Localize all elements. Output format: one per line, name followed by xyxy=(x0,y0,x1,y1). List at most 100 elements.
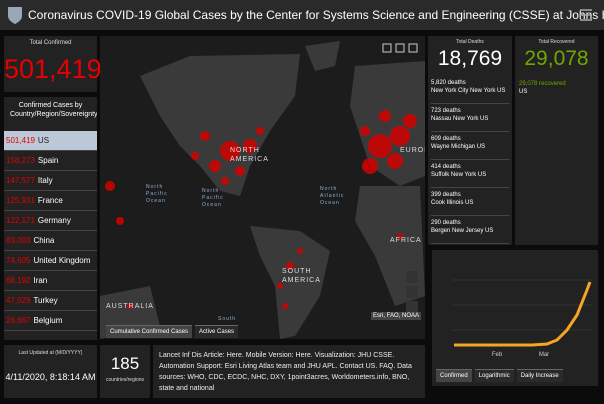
map-controls[interactable] xyxy=(382,43,418,313)
logo xyxy=(8,7,22,24)
confirmed-value: 501,419 xyxy=(4,54,102,84)
death-count: 399 deaths xyxy=(431,192,461,198)
map-tab[interactable]: Cumulative Confirmed Cases xyxy=(106,325,193,338)
trend-panel: Feb Mar Confirmed Logarithmic Daily Increa… xyxy=(432,250,598,386)
country-name: Turkey xyxy=(33,296,58,305)
deaths-list: 5,820 deaths New York City New York US 723… xyxy=(431,76,509,244)
deaths-label: Total Deaths xyxy=(456,39,484,45)
country-row[interactable]: 47,029 Turkey xyxy=(4,291,97,311)
map-tabs: Cumulative Confirmed Cases Active Cases xyxy=(106,325,239,338)
country-panel: Confirmed Cases by Country/Region/Sovere… xyxy=(4,97,97,340)
trend-tab[interactable]: Logarithmic xyxy=(474,369,514,382)
country-count: 68,192 xyxy=(6,276,31,285)
country-row[interactable]: 74,605 United Kingdom xyxy=(4,251,97,271)
country-count: 122,171 xyxy=(6,216,35,225)
country-count: 83,003 xyxy=(6,236,31,245)
map-label: SOUTH AMERICA xyxy=(282,268,321,284)
country-name: France xyxy=(37,196,63,205)
country-row[interactable]: 125,931 France xyxy=(4,191,97,211)
deaths-panel: Total Deaths 18,769 5,820 deaths New York… xyxy=(428,36,512,245)
country-list: 501,419 US 158,273 Spain 147,577 Italy 125,931… xyxy=(4,131,97,331)
trend-tab[interactable]: Confirmed xyxy=(436,369,472,382)
map-label: South xyxy=(218,316,237,322)
death-place: New York City New York US xyxy=(431,88,506,94)
country-name: Iran xyxy=(33,276,48,285)
country-name: China xyxy=(33,236,55,245)
count-panel: 185 countries/regions xyxy=(100,345,150,398)
death-row[interactable]: 609 deaths Wayne Michigan US xyxy=(431,132,509,160)
map-label: North Atlantic Ocean xyxy=(320,186,345,206)
recovered-panel: Total Recovered 29,078 29,078 recovered … xyxy=(515,36,598,245)
trend-x-label: Feb xyxy=(492,352,503,358)
death-count: 5,820 deaths xyxy=(431,80,466,86)
recovered-value: 29,078 xyxy=(524,47,589,70)
count-value: 185 xyxy=(110,354,140,373)
country-count: 26,667 xyxy=(6,316,31,325)
death-row[interactable]: 723 deaths Nassau New York US xyxy=(431,104,509,132)
death-row[interactable]: 414 deaths Suffolk New York US xyxy=(431,160,509,188)
country-row[interactable]: 501,419 US xyxy=(4,131,97,151)
country-row[interactable]: 68,192 Iran xyxy=(4,271,97,291)
map-label: EUROPE xyxy=(400,147,425,154)
country-row[interactable]: 83,003 China xyxy=(4,231,97,251)
sources-text: Lancet Inf Dis Article: Here. Mobile Ver… xyxy=(159,352,412,392)
map xyxy=(100,41,425,339)
death-count: 609 deaths xyxy=(431,136,461,142)
death-row[interactable]: 399 deaths Cook Illinois US xyxy=(431,188,509,216)
trend-line xyxy=(454,281,592,347)
case-circles xyxy=(105,110,417,309)
map-label: AUSTRALIA xyxy=(106,303,154,310)
country-row[interactable]: 26,667 Belgium xyxy=(4,311,97,331)
death-place: Suffolk New York US xyxy=(431,172,487,178)
death-count: 414 deaths xyxy=(431,164,461,170)
country-row[interactable]: 122,171 Germany xyxy=(4,211,97,231)
death-count: 723 deaths xyxy=(431,108,461,114)
updated-label: Last Updated at (M/D/YYYY) xyxy=(18,350,83,356)
death-place: Wayne Michigan US xyxy=(431,144,486,150)
sources-panel: Lancet Inf Dis Article: Here. Mobile Ver… xyxy=(153,345,425,398)
country-count: 158,273 xyxy=(6,156,35,165)
country-count: 74,605 xyxy=(6,256,31,265)
trend-chart: Feb Mar xyxy=(452,279,592,358)
updated-value: 4/11/2020, 8:18:14 AM xyxy=(5,372,96,382)
menu-icon[interactable] xyxy=(580,9,592,21)
trend-x-label: Mar xyxy=(539,352,549,358)
updated-panel: Last Updated at (M/D/YYYY) 4/11/2020, 8:… xyxy=(4,345,97,398)
death-row[interactable]: 290 deaths Bergen New Jersey US xyxy=(431,216,509,244)
recovered-detail: 29,078 recovered xyxy=(519,81,566,87)
country-count: 147,577 xyxy=(6,176,35,185)
trend-tabs: Confirmed Logarithmic Daily Increase xyxy=(436,369,563,382)
country-row[interactable]: 147,577 Italy xyxy=(4,171,97,191)
count-label: countries/regions xyxy=(105,377,145,383)
country-name: Belgium xyxy=(33,316,63,325)
country-row[interactable]: 158,273 Spain xyxy=(4,151,97,171)
map-label: North Pacific Ocean xyxy=(146,184,168,204)
country-name: Germany xyxy=(37,216,71,225)
map-tab[interactable]: Active Cases xyxy=(195,325,239,338)
death-place: Nassau New York US xyxy=(431,116,489,122)
deaths-value: 18,769 xyxy=(437,47,503,70)
death-place: Bergen New Jersey US xyxy=(431,228,494,234)
trend-tab[interactable]: Daily Increase xyxy=(516,369,563,382)
country-count: 125,931 xyxy=(6,196,35,205)
map-credit: Esri, FAO, NOAA xyxy=(370,312,421,320)
country-name: Spain xyxy=(37,156,59,165)
map-label: NORTH AMERICA xyxy=(230,147,269,163)
country-name: US xyxy=(37,136,50,145)
map-panel: NORTH AMERICA SOUTH AMERICA EUROPE AFRICA AU… xyxy=(100,36,425,339)
country-count: 501,419 xyxy=(6,136,35,145)
header: Coronavirus COVID-19 Global Cases by the… xyxy=(0,0,604,30)
death-count: 290 deaths xyxy=(431,220,461,226)
title: Coronavirus COVID-19 Global Cases by the… xyxy=(28,8,604,22)
recovered-label: Total Recovered xyxy=(538,39,575,45)
country-name: Italy xyxy=(37,176,53,185)
country-count: 47,029 xyxy=(6,296,31,305)
map-label: AFRICA xyxy=(390,237,422,244)
death-row[interactable]: 5,820 deaths New York City New York US xyxy=(431,76,509,104)
confirmed-label: Total Confirmed xyxy=(29,40,72,46)
country-name: United Kingdom xyxy=(33,256,91,265)
confirmed-panel: Total Confirmed 501,419 xyxy=(4,36,102,92)
map-label: North Pacific Ocean xyxy=(202,188,224,208)
death-place: Cook Illinois US xyxy=(431,200,474,206)
